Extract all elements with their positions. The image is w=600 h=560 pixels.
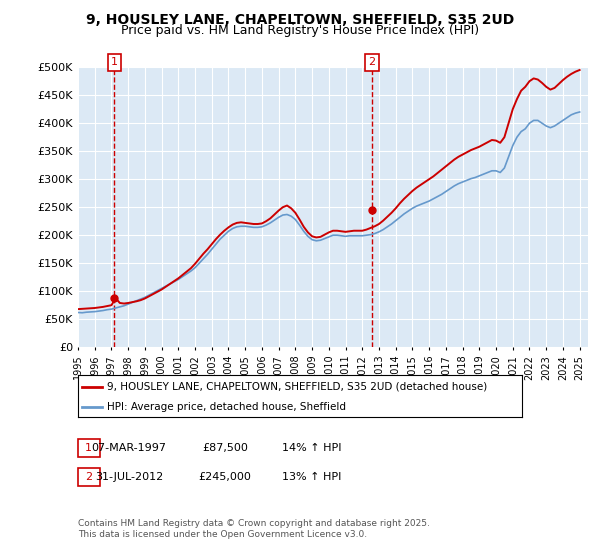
Text: 1: 1 xyxy=(85,443,92,453)
Text: 9, HOUSLEY LANE, CHAPELTOWN, SHEFFIELD, S35 2UD (detached house): 9, HOUSLEY LANE, CHAPELTOWN, SHEFFIELD, … xyxy=(107,382,487,392)
Text: £87,500: £87,500 xyxy=(202,443,248,453)
Text: Price paid vs. HM Land Registry's House Price Index (HPI): Price paid vs. HM Land Registry's House … xyxy=(121,24,479,38)
Text: 9, HOUSLEY LANE, CHAPELTOWN, SHEFFIELD, S35 2UD: 9, HOUSLEY LANE, CHAPELTOWN, SHEFFIELD, … xyxy=(86,13,514,27)
Text: 2: 2 xyxy=(85,472,92,482)
Text: 1: 1 xyxy=(111,57,118,67)
Text: 2: 2 xyxy=(368,57,376,67)
Text: 14% ↑ HPI: 14% ↑ HPI xyxy=(282,443,342,453)
Text: 31-JUL-2012: 31-JUL-2012 xyxy=(95,472,163,482)
Text: £245,000: £245,000 xyxy=(199,472,251,482)
Text: 13% ↑ HPI: 13% ↑ HPI xyxy=(283,472,341,482)
Text: Contains HM Land Registry data © Crown copyright and database right 2025.
This d: Contains HM Land Registry data © Crown c… xyxy=(78,520,430,539)
Text: 07-MAR-1997: 07-MAR-1997 xyxy=(91,443,167,453)
Text: HPI: Average price, detached house, Sheffield: HPI: Average price, detached house, Shef… xyxy=(107,402,346,412)
